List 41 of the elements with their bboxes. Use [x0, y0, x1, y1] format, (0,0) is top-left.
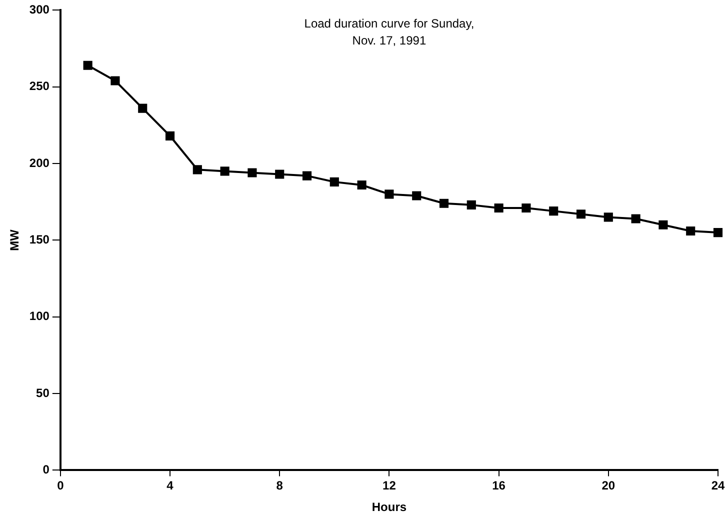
point — [357, 180, 366, 190]
x-tick-label: 12 — [382, 478, 396, 493]
point — [412, 191, 422, 200]
point — [604, 212, 613, 222]
point — [658, 220, 668, 230]
y-tick-label: 0 — [42, 462, 50, 477]
point — [576, 210, 586, 219]
point — [248, 168, 257, 178]
point — [330, 177, 339, 186]
x-axis-title: Hours — [372, 500, 407, 514]
point — [631, 214, 640, 224]
point — [275, 170, 284, 179]
point — [165, 131, 175, 140]
point — [522, 203, 531, 213]
point — [302, 171, 312, 180]
y-tick-label: 100 — [29, 309, 50, 324]
point — [138, 104, 148, 113]
point — [110, 76, 120, 86]
point — [220, 166, 230, 176]
x-tick-label: 16 — [492, 478, 506, 493]
y-tick-label: 200 — [29, 156, 50, 170]
y-tick-label: 50 — [36, 386, 50, 400]
point — [192, 165, 202, 174]
point — [384, 190, 394, 199]
y-tick-label: 150 — [29, 232, 50, 247]
point — [549, 206, 558, 216]
point — [494, 203, 504, 213]
text: Load duration curve for Sunday, Nov. 17, 1991 — [304, 16, 474, 48]
y-tick-label: 300 — [29, 2, 50, 17]
x-tick-label: 8 — [276, 478, 284, 493]
point — [686, 226, 696, 236]
point — [439, 198, 449, 208]
y-axis-title: MW — [8, 228, 22, 251]
point — [466, 200, 476, 210]
x-tick-label: 20 — [602, 478, 616, 493]
x-tick-label: 0 — [57, 478, 64, 493]
x-tick-label: 4 — [166, 478, 174, 493]
point — [713, 228, 723, 238]
point — [83, 60, 92, 70]
x-tick-label: 24 — [711, 478, 725, 493]
y-tick-label: 250 — [29, 79, 50, 94]
